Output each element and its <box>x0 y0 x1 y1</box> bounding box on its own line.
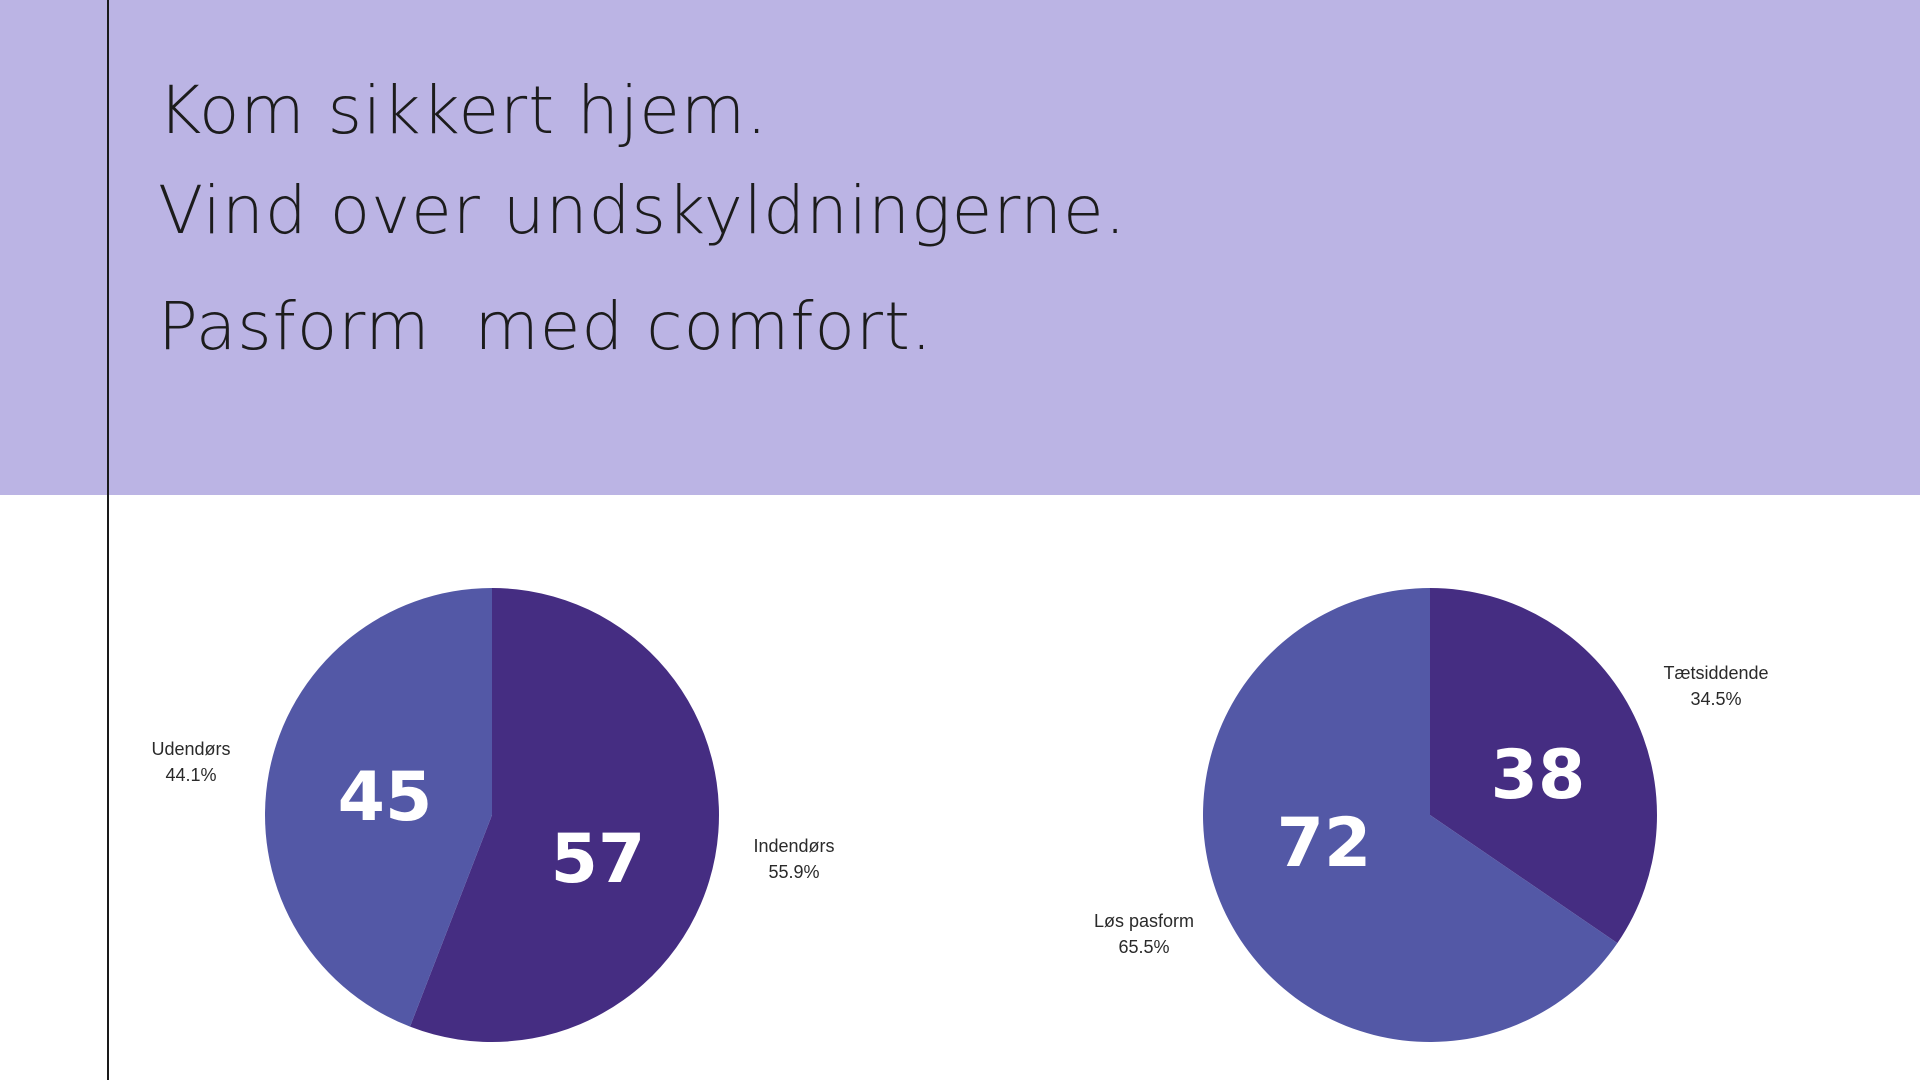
headline-2: Vind over undskyldningerne. <box>158 172 1127 249</box>
slice-label-taetsiddende: Tætsiddende <box>1663 663 1768 683</box>
slice-value-taetsiddende: 38 <box>1491 736 1586 815</box>
slice-percent-los-pasform: 65.5% <box>1118 937 1169 957</box>
headline-3: Pasform med comfort. <box>158 288 933 365</box>
slice-label-los-pasform: Løs pasform <box>1094 911 1194 931</box>
slice-label-udendors: Udendørs <box>151 739 230 759</box>
slice-value-udendors: 45 <box>338 758 433 837</box>
slice-value-indendors: 57 <box>551 820 646 899</box>
slice-percent-indendors: 55.9% <box>768 862 819 882</box>
pie-slice-los-pasform <box>1202 588 1618 1042</box>
headline-1: Kom sikkert hjem. <box>158 72 769 149</box>
pie-slice-indendors <box>409 588 720 1042</box>
pie-slice-taetsiddende <box>1430 588 1657 944</box>
vertical-rule <box>107 0 109 1080</box>
slice-value-los-pasform: 72 <box>1277 804 1372 883</box>
pie-slice-udendors <box>265 588 492 1027</box>
pie-chart-2: 38 Tætsiddende 34.5% 72 Løs pasform 65.5% <box>1094 588 1769 1042</box>
slice-percent-taetsiddende: 34.5% <box>1690 689 1741 709</box>
slice-percent-udendors: 44.1% <box>165 765 216 785</box>
slice-label-indendors: Indendørs <box>753 836 834 856</box>
header-band <box>0 0 1920 495</box>
pie-chart-1: 57 Indendørs 55.9% 45 Udendørs 44.1% <box>151 588 835 1042</box>
